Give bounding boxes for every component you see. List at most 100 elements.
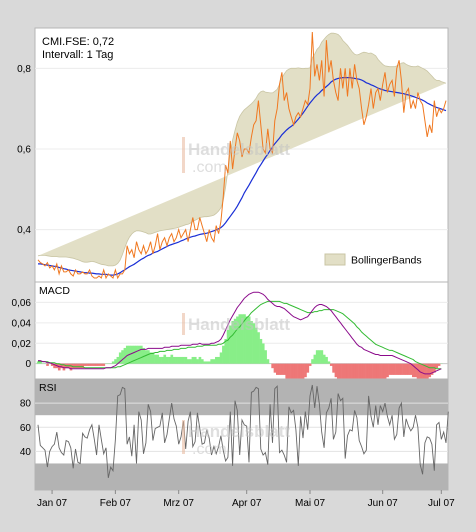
macd-histogram-bar [121,350,124,364]
macd-histogram-bar [426,363,429,380]
macd-histogram-bar [88,363,92,366]
interval-label: Intervall: 1 Tag [42,49,113,61]
x-tick-label: Apr 07 [232,498,262,509]
macd-histogram-bar [416,363,420,380]
watermark-text: Handelsblatt [188,422,290,441]
macd-histogram-bar [219,352,223,364]
macd-histogram-bar [376,363,380,384]
macd-histogram-bar [125,345,129,364]
macd-histogram-bar [428,363,432,378]
macd-histogram-bar [261,343,265,364]
macd-histogram-bar [247,316,251,364]
macd-histogram-bar [367,363,371,393]
macd-y-tick-label: 0,04 [12,318,32,329]
macd-histogram-bar [100,363,103,366]
macd-histogram-bar [299,363,303,387]
price-y-tick-label: 0,6 [17,144,31,155]
x-axis: Jan 07 Feb 07 Mrz 07 Apr 07 Mai 07 Jun 07 Jul … [37,490,455,509]
legend: BollingerBands [324,253,422,267]
rsi-y-tick-label: 80 [20,399,32,410]
macd-histogram-bar [186,359,190,364]
x-tick-label: Feb 07 [100,498,132,509]
macd-histogram-bar [177,356,181,364]
macd-histogram-bar [170,354,174,364]
macd-histogram-bar [402,363,406,375]
watermark-text-com: .com [192,159,227,176]
macd-histogram-bar [395,363,399,375]
macd-histogram-bar [184,356,188,364]
macd-histogram-bar [423,363,427,382]
macd-histogram-bar [297,363,300,387]
macd-histogram-bar [243,314,246,364]
watermark-bar [182,313,185,335]
macd-histogram-bar [102,363,106,366]
macd-histogram-bar [53,363,56,369]
macd-histogram-bar [137,345,141,364]
price-y-ticks: 0,4 0,6 0,8 [17,64,31,236]
macd-histogram-bar [50,363,54,366]
x-tick-label: Jun 07 [368,498,398,509]
macd-histogram-bar [292,363,296,387]
macd-histogram-bar [313,354,317,364]
macd-histogram-bar [372,363,375,389]
macd-histogram-bar [290,363,293,384]
macd-histogram-bar [325,356,328,364]
macd-histogram-bar [60,363,63,369]
macd-histogram-bar [76,363,80,369]
macd-histogram-bar [287,363,291,382]
macd-histogram-bar [156,354,160,364]
macd-histogram-bar [414,363,417,378]
price-watermark: Handelsblatt .com [182,137,290,176]
rsi-y-ticks: 40 60 80 [20,399,32,458]
macd-histogram-bar [304,363,307,378]
watermark-text: Handelsblatt [188,140,290,159]
macd-histogram-bar [39,361,42,364]
macd-histogram-bar [273,363,277,373]
price-y-tick-label: 0,4 [17,225,31,236]
macd-histogram-bar [240,314,244,364]
macd-histogram-bar [215,356,218,364]
macd-histogram-bar [252,323,256,364]
macd-histogram-bar [381,363,385,382]
macd-histogram-bar [283,363,286,375]
price-lines [37,31,447,280]
macd-histogram-bar [123,347,127,364]
price-line [37,31,447,280]
macd-histogram-bar [132,345,136,364]
macd-histogram-bar [205,361,209,364]
macd-histogram-bar [341,363,345,391]
macd-histogram-bar [151,352,155,364]
macd-histogram-bar [179,356,183,364]
macd-histogram-bar [379,363,382,384]
macd-histogram-bar [327,361,331,364]
macd-histogram-bar [400,363,403,375]
macd-histogram-bar [294,363,298,387]
macd-histogram-bar [142,347,145,364]
ticker-label: CMI.FSE: 0,72 [42,36,114,48]
macd-histogram-bar [264,350,267,364]
macd-histogram-bar [193,356,197,364]
macd-histogram-bar [97,363,101,366]
macd-histogram-bar [74,363,77,369]
macd-histogram-bar [165,356,169,364]
macd-histogram-bar [393,363,396,375]
macd-histogram-bar [339,363,342,387]
macd-histogram-bar [369,363,373,391]
rsi-line [37,384,449,478]
macd-histogram-bar [322,354,326,364]
x-tick-label: Jan 07 [37,498,67,509]
macd-histogram-bar [83,363,87,366]
macd-line [38,291,442,375]
rsi-watermark: Handelsblatt .com [182,420,290,458]
macd-histogram-bar [285,363,289,380]
macd-histogram-bar [93,363,96,366]
macd-y-tick-label: 0,06 [12,298,32,309]
macd-histogram-bar [147,350,150,364]
macd-histogram-bar [168,356,171,364]
macd-histogram-bar [226,329,230,364]
macd-histogram-bar [46,363,49,366]
macd-histogram-bar [276,363,279,375]
price-y-tick-label: 0,8 [17,64,31,75]
macd-y-tick-label: 0,02 [12,339,32,350]
macd-lines [38,291,442,375]
